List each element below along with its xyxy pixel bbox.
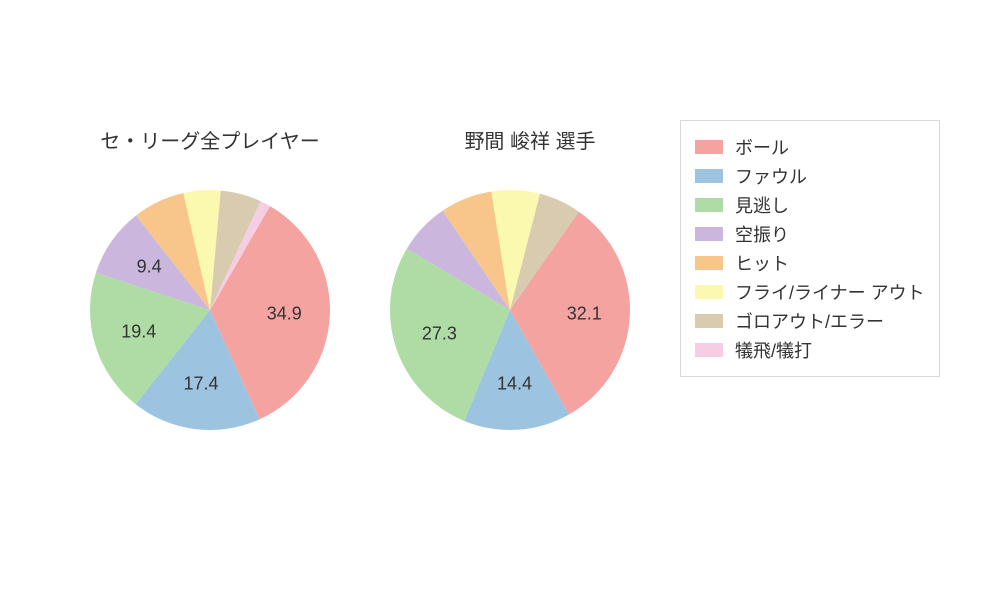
legend-label-sac: 犠飛/犠打 xyxy=(735,337,812,363)
pie-label-ball: 34.9 xyxy=(267,303,302,324)
legend-item-foul: ファウル xyxy=(695,163,925,189)
legend-swatch-swing xyxy=(695,227,723,241)
legend-label-fly: フライ/ライナー アウト xyxy=(735,279,925,305)
legend-item-fly: フライ/ライナー アウト xyxy=(695,279,925,305)
legend: ボールファウル見逃し空振りヒットフライ/ライナー アウトゴロアウト/エラー犠飛/… xyxy=(680,120,940,377)
legend-swatch-hit xyxy=(695,256,723,270)
chart-container: セ・リーグ全プレイヤー 野間 峻祥 選手 ボールファウル見逃し空振りヒットフライ… xyxy=(0,0,1000,600)
pie-title-1: セ・リーグ全プレイヤー xyxy=(80,125,340,154)
legend-swatch-sac xyxy=(695,343,723,357)
legend-label-ground: ゴロアウト/エラー xyxy=(735,308,884,334)
legend-swatch-looking xyxy=(695,198,723,212)
legend-item-ground: ゴロアウト/エラー xyxy=(695,308,925,334)
legend-label-swing: 空振り xyxy=(735,221,789,247)
pie-title-2: 野間 峻祥 選手 xyxy=(400,125,660,154)
legend-label-foul: ファウル xyxy=(735,163,807,189)
pie-label-foul: 14.4 xyxy=(497,374,532,395)
legend-item-hit: ヒット xyxy=(695,250,925,276)
legend-item-ball: ボール xyxy=(695,134,925,160)
pie-label-ball: 32.1 xyxy=(567,303,602,324)
legend-label-ball: ボール xyxy=(735,134,789,160)
pie-label-foul: 17.4 xyxy=(183,373,218,394)
legend-item-swing: 空振り xyxy=(695,221,925,247)
legend-swatch-ground xyxy=(695,314,723,328)
legend-swatch-foul xyxy=(695,169,723,183)
legend-item-looking: 見逃し xyxy=(695,192,925,218)
pie-label-looking: 19.4 xyxy=(121,321,156,342)
legend-swatch-fly xyxy=(695,285,723,299)
legend-item-sac: 犠飛/犠打 xyxy=(695,337,925,363)
pie-label-swing: 9.4 xyxy=(137,257,162,278)
legend-label-hit: ヒット xyxy=(735,250,789,276)
pie-label-looking: 27.3 xyxy=(422,323,457,344)
legend-swatch-ball xyxy=(695,140,723,154)
legend-label-looking: 見逃し xyxy=(735,192,789,218)
